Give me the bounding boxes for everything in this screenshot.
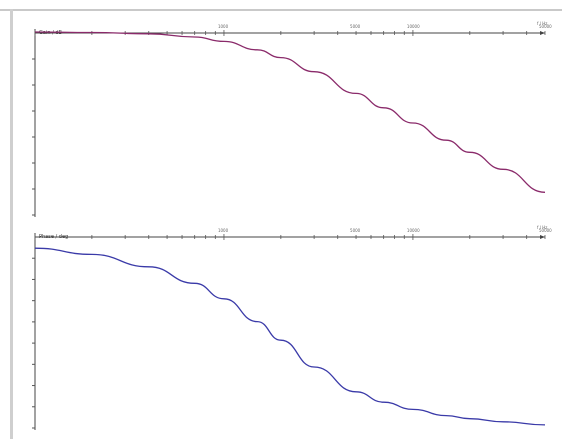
- x-axis-arrow: [540, 31, 545, 35]
- magnitude-series-line: [34, 31, 546, 193]
- frame-top-border: [0, 9, 562, 11]
- x-tick-label: 5000: [350, 228, 361, 233]
- x-tick-label: 1000: [218, 24, 229, 29]
- y-axis-label: Phase / deg: [39, 234, 68, 240]
- x-tick-label: 50000: [539, 24, 552, 29]
- frame-left-border: [10, 9, 13, 439]
- x-axis-arrow: [540, 235, 545, 239]
- x-axis-label: f / Hz: [537, 225, 547, 230]
- x-tick-label: 10000: [407, 24, 420, 29]
- x-tick-label: 50000: [539, 228, 552, 233]
- x-tick-label: 1000: [218, 228, 229, 233]
- x-axis-label: f / Hz: [537, 21, 547, 26]
- y-axis-label: Gain / dB: [39, 30, 63, 36]
- x-tick-label: 10000: [407, 228, 420, 233]
- magnitude-panel: 1000 5000 10000 50000 Gain / dB f / Hz: [32, 21, 552, 217]
- x-tick-label: 5000: [350, 24, 361, 29]
- phase-series-line: [34, 247, 546, 426]
- phase-panel: 1000 5000 10000 50000 Phase / deg f / Hz: [32, 225, 552, 430]
